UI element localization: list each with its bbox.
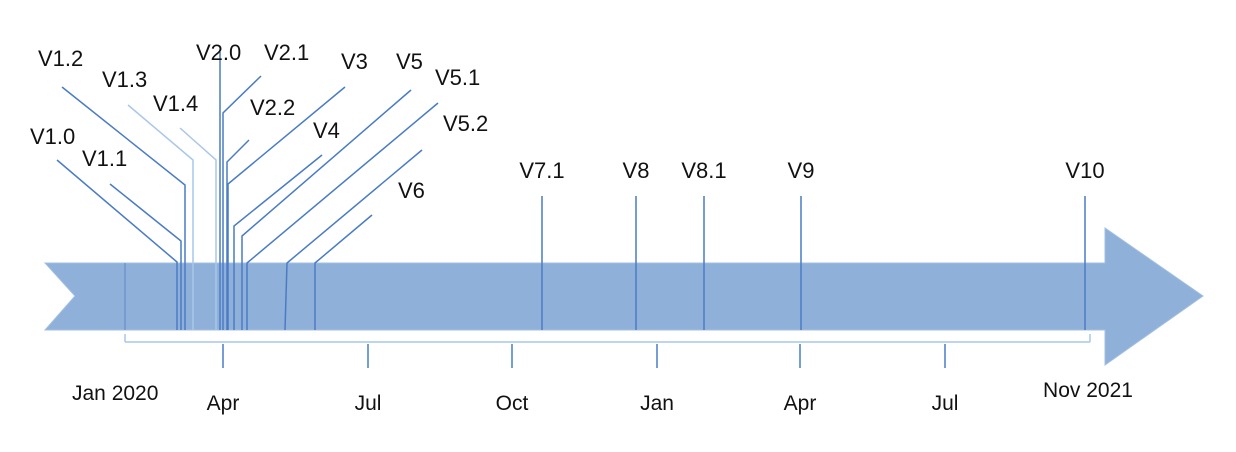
leader-v3: [227, 86, 346, 330]
leader-v2-2: [226, 139, 250, 330]
axis-tick-label: Jan: [640, 392, 674, 415]
leader-v5-2: [284, 149, 423, 331]
version-label-v4: V4: [313, 118, 340, 143]
axis-start-label: Jan 2020: [72, 382, 158, 405]
leader-v4: [233, 154, 323, 330]
version-label-v1-4: V1.4: [153, 91, 198, 116]
axis-tick-label: Apr: [207, 392, 240, 415]
version-label-v1-2: V1.2: [38, 46, 83, 71]
version-label-v2-2: V2.2: [250, 95, 295, 120]
version-label-v1-3: V1.3: [102, 67, 147, 92]
leader-v1-1: [109, 183, 182, 330]
version-labels: V1.0 V1.1 V1.2 V1.3 V1.4 V2.0 V2.1 V2.2 …: [30, 40, 1105, 203]
leader-v5-1: [246, 102, 439, 330]
version-label-v2-0: V2.0: [196, 40, 241, 65]
leader-v1-4: [179, 127, 217, 330]
axis-tick-label: Jul: [355, 392, 382, 415]
version-label-v7-1: V7.1: [519, 158, 564, 183]
axis-ticks: [222, 344, 946, 368]
axis-tick-label: Oct: [496, 392, 529, 415]
version-label-v9: V9: [788, 158, 815, 183]
leader-v6: [314, 214, 373, 330]
leader-v5: [241, 89, 412, 330]
leader-v1-0: [56, 159, 178, 330]
axis-tick-label: Jul: [932, 392, 959, 415]
version-label-v3: V3: [341, 49, 368, 74]
timeline-arrow: [43, 227, 1204, 366]
version-leaders: [56, 52, 439, 331]
version-label-v8: V8: [623, 158, 650, 183]
version-label-v5-1: V5.1: [435, 65, 480, 90]
version-label-v10: V10: [1065, 158, 1104, 183]
version-label-v8-1: V8.1: [681, 158, 726, 183]
leader-v1-2: [61, 86, 186, 330]
version-label-v1-0: V1.0: [30, 124, 75, 149]
version-label-v2-1: V2.1: [264, 40, 309, 65]
leader-v1-3: [127, 104, 194, 330]
axis-tick-label: Apr: [784, 392, 817, 415]
version-verticals: [541, 196, 1086, 330]
leader-v2-1: [222, 75, 262, 330]
version-label-v5: V5: [396, 49, 423, 74]
axis-end-label: Nov 2021: [1043, 379, 1133, 402]
version-label-v6: V6: [398, 178, 425, 203]
version-label-v1-1: V1.1: [82, 146, 127, 171]
version-label-v5-2: V5.2: [443, 111, 488, 136]
